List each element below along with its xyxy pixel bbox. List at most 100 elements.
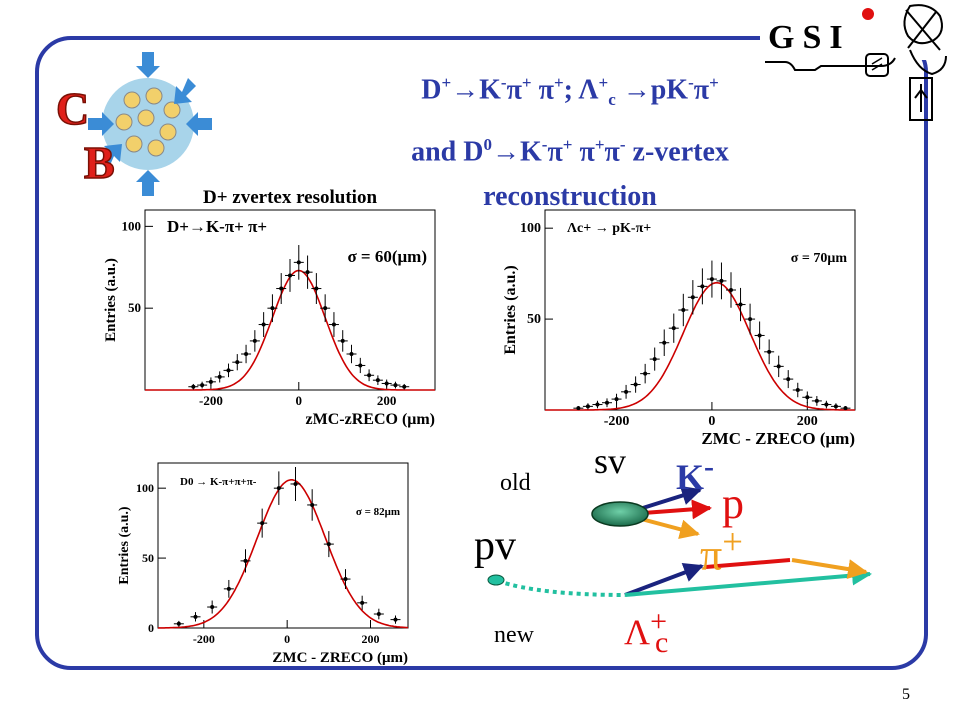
chart-dplus-resolution: -200 0 200 50 100 Entries (a.u.) zMC-zRECO (μm… — [103, 187, 436, 428]
decay-diagram — [487, 485, 872, 597]
data-point — [585, 404, 590, 409]
slide-title: D+→K-π+ π+; Λ+c →pK-π+ and D0→K-π+ π+π- … — [290, 60, 850, 219]
x-axis-label: zMC-zRECO (μm) — [306, 411, 435, 428]
title-line-3: reconstruction — [483, 181, 657, 213]
data-point — [323, 306, 328, 311]
data-point — [217, 374, 222, 379]
decay-label: Λc+ → pK-π+ — [567, 221, 651, 236]
y-tick-label: 0 — [148, 621, 154, 635]
y-tick-label: 100 — [520, 221, 541, 236]
sigma-label: σ = 70μm — [791, 251, 848, 266]
data-point — [279, 286, 284, 291]
data-point — [605, 400, 609, 405]
fit-curve — [545, 282, 855, 411]
data-point — [375, 378, 380, 383]
data-point — [576, 406, 581, 411]
new-kaon-track — [624, 562, 704, 597]
plot-frame — [144, 209, 436, 391]
y-tick-label: 50 — [527, 312, 541, 327]
label-proton: p — [722, 479, 744, 528]
x-tick-label: -200 — [199, 393, 223, 408]
x-axis-label: ZMC - ZRECO (μm) — [272, 650, 408, 665]
label-pv: pv — [474, 523, 516, 569]
data-point — [176, 621, 181, 626]
data-point — [226, 368, 231, 373]
new-pion-track — [791, 558, 868, 579]
y-axis-label: Entries (a.u.) — [502, 265, 519, 354]
data-point — [719, 278, 724, 283]
data-point — [200, 383, 205, 388]
data-point — [748, 317, 753, 322]
data-point — [757, 333, 762, 338]
lambdac-flight-path — [497, 579, 626, 597]
cb-logo: C B — [55, 52, 212, 196]
data-point — [643, 371, 648, 376]
data-point — [393, 617, 398, 622]
gsi-logo: GSI — [765, 4, 947, 121]
x-axis-label: ZMC - ZRECO (μm) — [701, 429, 855, 448]
fit-curve — [158, 479, 409, 629]
data-point — [210, 605, 215, 610]
y-tick-label: 100 — [136, 481, 154, 495]
data-point — [243, 558, 248, 563]
new-proton-track — [624, 565, 872, 597]
data-point — [288, 273, 292, 278]
data-point — [776, 364, 781, 369]
x-tick-label: -200 — [604, 414, 630, 429]
label-pion: π+ — [700, 521, 743, 580]
label-kaon: K- — [676, 450, 715, 497]
data-point — [671, 326, 676, 331]
data-point — [652, 357, 657, 362]
data-point — [235, 360, 240, 365]
data-point — [252, 338, 257, 343]
data-point — [709, 277, 714, 282]
plot-frame — [157, 462, 409, 629]
data-point — [624, 389, 629, 394]
data-point — [326, 542, 331, 547]
data-point — [367, 373, 372, 378]
data-point — [343, 577, 348, 582]
y-tick-label: 100 — [122, 218, 142, 233]
data-point — [276, 486, 281, 491]
data-point — [208, 379, 213, 384]
title-line-1: D+→K-π+ π+; Λ+c →pK-π+ — [421, 73, 719, 109]
y-axis-label: Entries (a.u.) — [117, 506, 132, 585]
data-point — [614, 397, 619, 402]
x-tick-label: 0 — [284, 632, 290, 646]
data-point — [700, 284, 705, 289]
data-point — [305, 270, 310, 275]
sigma-label: σ = 82μm — [356, 506, 400, 518]
y-tick-label: 50 — [142, 551, 154, 565]
data-point — [662, 340, 667, 345]
data-point — [786, 377, 791, 382]
x-tick-label: -200 — [193, 632, 215, 646]
data-point — [729, 288, 733, 292]
data-point — [376, 612, 381, 617]
chart-title: D+ zvertex resolution — [203, 187, 377, 208]
cb-logo-arrows — [88, 52, 212, 196]
data-point — [340, 338, 345, 343]
data-point — [226, 586, 231, 591]
x-tick-label: 200 — [797, 414, 818, 429]
primary-vertex — [487, 574, 505, 586]
data-point — [260, 521, 265, 526]
data-point — [824, 402, 829, 407]
data-point — [767, 349, 772, 354]
x-tick-label: 0 — [708, 414, 715, 429]
frame-gap — [760, 20, 960, 60]
cb-logo-balls — [115, 87, 181, 157]
data-point — [402, 384, 407, 389]
data-point — [358, 363, 363, 368]
data-point — [191, 384, 196, 389]
data-point — [331, 322, 336, 327]
data-point — [595, 402, 600, 407]
data-point — [244, 352, 249, 356]
data-point — [833, 404, 838, 409]
x-tick-label: 200 — [377, 393, 397, 408]
data-point — [310, 502, 315, 507]
slide-frame — [35, 36, 928, 670]
data-point — [805, 395, 810, 400]
y-axis-label: Entries (a.u.) — [103, 258, 119, 342]
label-old: old — [500, 470, 531, 496]
data-point — [681, 308, 686, 312]
